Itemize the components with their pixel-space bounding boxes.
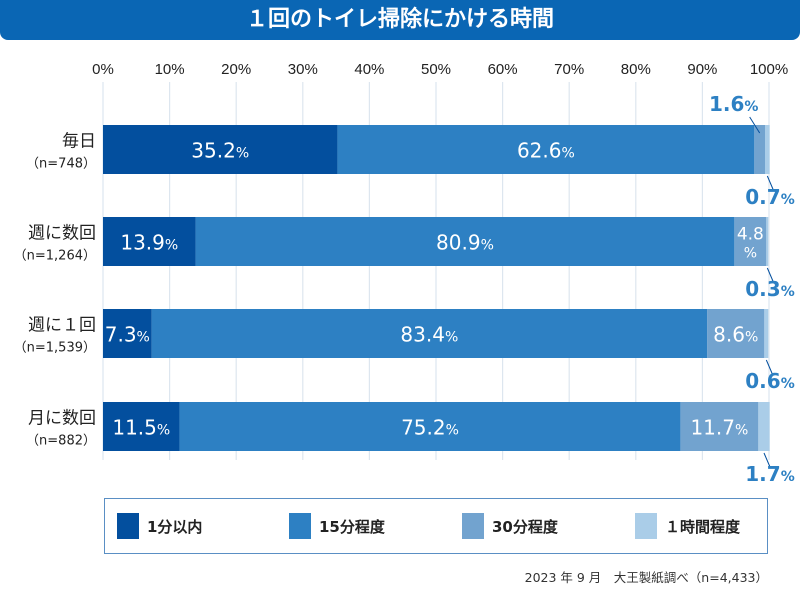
callout-label: 0.7% — [745, 185, 794, 209]
legend-label: 1分以内 — [147, 517, 203, 536]
bar-segment — [337, 125, 755, 174]
legend-label: 15分程度 — [319, 517, 385, 536]
bar-segment — [766, 217, 769, 266]
x-tick-label: 20% — [221, 61, 251, 78]
category-n-label: （n=748） — [26, 157, 96, 172]
legend-swatch — [635, 513, 657, 539]
bar-segment — [103, 125, 338, 174]
x-tick-label: 90% — [687, 61, 717, 78]
data-label: 83.4% — [400, 323, 458, 347]
category-n-label: （n=882） — [26, 434, 96, 449]
legend-item: 15分程度 — [289, 511, 385, 541]
legend-item: 1分以内 — [117, 511, 202, 541]
source-note: 2023 年 9 月 大王製紙調べ（n=4,433） — [524, 570, 768, 585]
callout-line — [749, 116, 761, 134]
legend-item: 30分程度 — [462, 511, 558, 541]
callout-line — [763, 452, 771, 468]
callout-label: 1.7% — [745, 462, 794, 486]
data-label-suffix: % — [744, 246, 757, 262]
legend: 1分以内 15分程度 30分程度 １時間程度 — [104, 498, 768, 554]
x-tick-label: 50% — [421, 61, 451, 78]
legend-label: １時間程度 — [665, 517, 741, 536]
callout-label: 1.6% — [709, 92, 758, 116]
bar-segment — [734, 217, 767, 266]
category-label: 毎日 — [62, 132, 96, 152]
callout-line — [766, 267, 774, 283]
x-tick-label: 10% — [155, 61, 185, 78]
legend-swatch — [289, 513, 311, 539]
category-label: 週に１回 — [28, 316, 96, 336]
legend-swatch — [462, 513, 484, 539]
bar-segment — [764, 309, 769, 358]
callout-line — [765, 359, 773, 375]
bar-segment — [754, 125, 766, 174]
x-tick-label: 100% — [750, 61, 788, 78]
category-n-label: （n=1,264） — [14, 249, 96, 264]
data-label: 4.8 — [737, 225, 764, 245]
callout-label: 0.3% — [745, 277, 794, 301]
callout-line — [766, 175, 774, 191]
callout-label: 0.6% — [745, 369, 794, 393]
category-n-label: （n=1,539） — [14, 341, 96, 356]
chart-title: １回のトイレ掃除にかける時間 — [0, 0, 800, 40]
legend-swatch — [117, 513, 139, 539]
legend-label: 30分程度 — [492, 517, 558, 536]
x-tick-label: 70% — [554, 61, 584, 78]
x-tick-label: 0% — [92, 61, 114, 78]
bar-segment — [179, 402, 681, 451]
x-tick-label: 30% — [288, 61, 318, 78]
x-tick-label: 60% — [488, 61, 518, 78]
bar-segment — [103, 402, 180, 451]
category-label: 週に数回 — [28, 224, 96, 244]
bar-segment — [195, 217, 735, 266]
bar-segment — [151, 309, 708, 358]
bar-segment — [707, 309, 765, 358]
data-label: 75.2% — [401, 416, 459, 440]
bar-segment — [765, 125, 770, 174]
bar-segment — [103, 309, 152, 358]
x-tick-label: 80% — [621, 61, 651, 78]
bar-segment — [680, 402, 759, 451]
x-tick-label: 40% — [354, 61, 384, 78]
bar-segment — [758, 402, 770, 451]
bar-segment — [103, 217, 196, 266]
legend-item: １時間程度 — [635, 511, 740, 541]
category-label: 月に数回 — [28, 409, 96, 429]
data-label: 62.6% — [517, 139, 575, 163]
